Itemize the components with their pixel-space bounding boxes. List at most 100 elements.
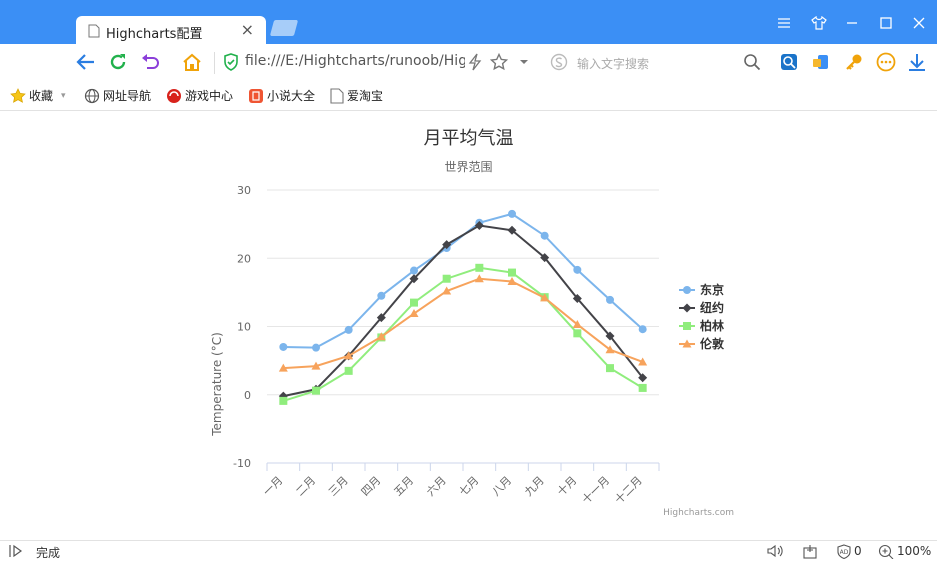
minimize-icon[interactable]: [841, 12, 863, 34]
data-point[interactable]: [312, 386, 320, 395]
data-point[interactable]: [278, 363, 288, 372]
legend-item[interactable]: 柏林: [679, 318, 724, 333]
speaker-icon[interactable]: [766, 544, 784, 561]
data-point[interactable]: [442, 286, 452, 295]
refresh-icon[interactable]: [107, 51, 129, 73]
menu-icon[interactable]: [773, 12, 795, 34]
data-point[interactable]: [638, 373, 648, 383]
new-tab-button[interactable]: [269, 20, 299, 36]
close-tab-icon[interactable]: ×: [240, 20, 254, 39]
data-point[interactable]: [376, 332, 386, 341]
lightning-icon[interactable]: [464, 51, 486, 73]
series-1[interactable]: [279, 209, 647, 352]
data-point[interactable]: [344, 351, 354, 360]
data-point[interactable]: [540, 231, 549, 240]
data-point[interactable]: [638, 357, 648, 366]
more-icon[interactable]: [875, 51, 897, 73]
data-point[interactable]: [606, 364, 614, 373]
key-icon[interactable]: [843, 51, 865, 73]
series-4[interactable]: [278, 274, 648, 372]
legend-item[interactable]: 纽约: [679, 300, 724, 315]
series-line[interactable]: [283, 277, 644, 370]
download-icon[interactable]: [906, 51, 928, 73]
series-2[interactable]: [278, 220, 648, 401]
star-favorite-icon[interactable]: [488, 51, 510, 73]
x-tick-label: 八月: [489, 474, 514, 499]
series-line[interactable]: [283, 224, 644, 398]
shield-icon[interactable]: [220, 51, 242, 73]
data-point[interactable]: [540, 293, 550, 302]
legend-marker[interactable]: [682, 339, 692, 348]
search-engine-icon[interactable]: [548, 51, 570, 73]
data-point[interactable]: [638, 383, 647, 392]
data-point[interactable]: [410, 266, 418, 275]
legend-marker[interactable]: [682, 303, 692, 313]
legend-label[interactable]: 纽约: [700, 300, 724, 315]
extension-icon[interactable]: [810, 51, 832, 73]
data-point[interactable]: [508, 209, 516, 218]
zoom-icon[interactable]: [878, 544, 894, 562]
data-point[interactable]: [540, 253, 550, 263]
x-tick-label: 七月: [457, 474, 482, 499]
data-point[interactable]: [572, 319, 582, 328]
search-input[interactable]: 输入文字搜索: [577, 57, 650, 71]
series-line[interactable]: [283, 266, 644, 402]
data-point[interactable]: [409, 274, 419, 284]
data-point[interactable]: [475, 263, 484, 272]
bookmark-games[interactable]: 游戏中心: [166, 87, 233, 104]
bookmark-nav[interactable]: 网址导航: [84, 87, 151, 104]
legend-marker[interactable]: [683, 322, 691, 330]
data-point[interactable]: [573, 265, 582, 274]
data-point[interactable]: [573, 329, 582, 338]
data-point[interactable]: [605, 331, 615, 341]
bookmark-novels[interactable]: 小说大全: [248, 87, 315, 104]
skin-icon[interactable]: [808, 12, 830, 34]
undo-close-icon[interactable]: [141, 51, 163, 73]
cast-icon[interactable]: [802, 544, 818, 562]
bookmark-taobao[interactable]: 爱淘宝: [330, 87, 383, 104]
chart-credits[interactable]: Highcharts.com: [663, 508, 734, 518]
data-point[interactable]: [507, 225, 517, 235]
browser-tab[interactable]: Highcharts配置 ×: [76, 16, 266, 44]
maximize-icon[interactable]: [875, 12, 897, 34]
chart-title: 月平均气温: [424, 128, 514, 149]
data-point[interactable]: [312, 343, 320, 352]
data-point[interactable]: [344, 325, 353, 334]
address-input[interactable]: file:///E:/Hightcharts/runoob/Hig: [245, 53, 465, 69]
data-point[interactable]: [572, 294, 582, 304]
navigation-toolbar: file:///E:/Hightcharts/runoob/Hig 输入文字搜索: [0, 44, 937, 80]
data-point[interactable]: [606, 295, 614, 304]
data-point[interactable]: [410, 298, 418, 307]
dropdown-icon[interactable]: [513, 51, 535, 73]
data-point[interactable]: [605, 345, 615, 354]
bookmark-favorites[interactable]: 收藏 ▾: [10, 87, 66, 104]
data-point[interactable]: [507, 276, 517, 285]
legend-item[interactable]: 东京: [679, 282, 724, 297]
data-point[interactable]: [377, 291, 386, 300]
data-point[interactable]: [279, 342, 288, 351]
back-icon[interactable]: [75, 51, 97, 73]
data-point[interactable]: [442, 274, 451, 283]
data-point[interactable]: [311, 361, 321, 370]
legend-marker[interactable]: [683, 286, 691, 294]
data-point[interactable]: [638, 325, 647, 334]
close-window-icon[interactable]: [908, 12, 930, 34]
data-point[interactable]: [508, 268, 516, 277]
data-point[interactable]: [409, 309, 419, 318]
adblock-icon[interactable]: AD: [836, 544, 852, 562]
home-icon[interactable]: [181, 51, 203, 73]
legend-label[interactable]: 柏林: [700, 318, 724, 333]
zoom-level[interactable]: 100%: [897, 544, 932, 558]
data-point[interactable]: [279, 396, 288, 405]
legend-item[interactable]: 伦敦: [679, 336, 725, 351]
data-point[interactable]: [442, 240, 452, 250]
search-icon[interactable]: [741, 51, 763, 73]
legend-label[interactable]: 东京: [700, 282, 724, 297]
screenshot-search-icon[interactable]: [778, 51, 800, 73]
data-point[interactable]: [376, 313, 386, 323]
data-point[interactable]: [344, 366, 353, 375]
legend-label[interactable]: 伦敦: [700, 336, 725, 351]
sidebar-toggle-icon[interactable]: [8, 544, 24, 561]
data-point[interactable]: [474, 274, 484, 283]
data-point[interactable]: [474, 220, 484, 230]
